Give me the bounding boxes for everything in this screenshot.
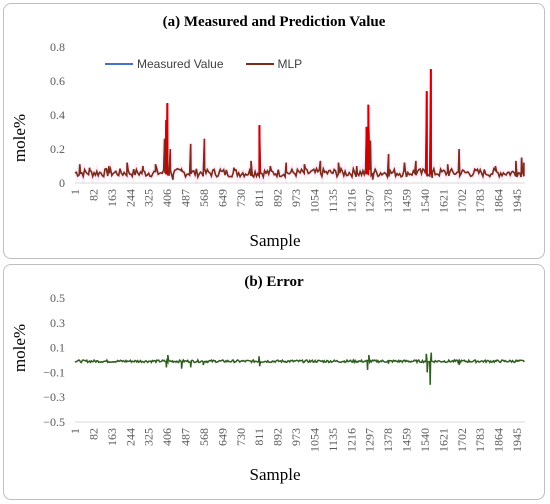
chart-b-xtick: 811 xyxy=(252,428,266,446)
chart-b-xtick: 1945 xyxy=(510,428,524,452)
chart-a-xtick: 1135 xyxy=(326,189,340,213)
legend-swatch-measured xyxy=(105,63,133,65)
chart-a-ytick: 0.2 xyxy=(50,142,65,156)
chart-b-xtick: 1702 xyxy=(455,428,469,452)
chart-b-xtick: 325 xyxy=(142,428,156,446)
chart-a-ytick: 0.6 xyxy=(50,74,65,88)
chart-a-xtick: 892 xyxy=(271,189,285,207)
chart-a-xtick: 1945 xyxy=(510,189,524,213)
chart-b-xtick: 244 xyxy=(123,428,137,446)
chart-b-xtick: 163 xyxy=(105,428,119,446)
chart-b-xtick: 568 xyxy=(197,428,211,446)
chart-b-xtick: 730 xyxy=(234,428,248,446)
chart-b-xtick: 82 xyxy=(86,428,100,440)
chart-a-xtick: 1783 xyxy=(473,189,487,213)
chart-b-xtick: 1540 xyxy=(418,428,432,452)
chart-a-xtick: 568 xyxy=(197,189,211,207)
chart-a-xlabel: Sample xyxy=(249,231,301,250)
chart-b-xtick: 973 xyxy=(289,428,303,446)
chart-b-ytick: 0.1 xyxy=(50,341,65,355)
chart-b-xtick: 406 xyxy=(160,428,174,446)
chart-a-xtick: 1540 xyxy=(418,189,432,213)
chart-b-xtick: 1 xyxy=(68,428,82,434)
chart-b-xtick: 1054 xyxy=(307,428,321,452)
chart-b-ytick: 0.5 xyxy=(50,291,65,305)
chart-b-xtick: 649 xyxy=(215,428,229,446)
chart-a-xtick: 649 xyxy=(215,189,229,207)
chart-b-xtick: 1864 xyxy=(492,428,506,452)
chart-b-xtick: 1216 xyxy=(344,428,358,452)
chart-b-ytick: −0.1 xyxy=(43,365,65,379)
legend-swatch-mlp xyxy=(245,63,274,65)
chart-a-xtick: 163 xyxy=(105,189,119,207)
chart-a-ytick: 0 xyxy=(59,176,65,190)
chart-a-xtick: 244 xyxy=(123,189,137,207)
chart-b-xtick: 1783 xyxy=(473,428,487,452)
chart-b-series-error xyxy=(74,352,525,385)
legend-item-measured: Measured Value xyxy=(105,57,224,71)
chart-a-xtick: 325 xyxy=(142,189,156,207)
chart-a-series-mlp xyxy=(74,69,525,180)
chart-b-xtick: 1459 xyxy=(400,428,414,452)
chart-a-xtick: 82 xyxy=(86,189,100,201)
chart-a-xtick: 1297 xyxy=(363,189,377,213)
legend-item-mlp: MLP xyxy=(245,57,303,71)
chart-b-ytick: −0.3 xyxy=(43,390,65,404)
chart-a-ytick: 0.8 xyxy=(50,40,65,54)
chart-a-xtick: 811 xyxy=(252,189,266,207)
chart-a-xtick: 1864 xyxy=(492,189,506,213)
chart-a-xtick: 1702 xyxy=(455,189,469,213)
chart-a-xtick: 1054 xyxy=(307,189,321,213)
chart-b-xtick: 487 xyxy=(179,428,193,446)
legend-label-mlp: MLP xyxy=(277,57,303,71)
chart-b-xtick: 1621 xyxy=(436,428,450,452)
chart-b-ytick: 0.3 xyxy=(50,316,65,330)
chart-a-xtick: 406 xyxy=(160,189,174,207)
chart-b-xtick: 1135 xyxy=(326,428,340,452)
chart-a-xtick: 1 xyxy=(68,189,82,195)
chart-b-xtick: 1378 xyxy=(381,428,395,452)
chart-a-xtick: 973 xyxy=(289,189,303,207)
chart-a-title: (a) Measured and Prediction Value xyxy=(162,14,386,30)
chart-a-legend: Measured Value MLP xyxy=(105,57,302,71)
legend-label-measured: Measured Value xyxy=(137,57,224,71)
chart-b-ytick: −0.5 xyxy=(43,415,65,429)
chart-b-xtick: 1297 xyxy=(363,428,377,452)
chart-a-xtick: 1621 xyxy=(436,189,450,213)
chart-b-title: (b) Error xyxy=(244,274,304,290)
chart-b-xtick: 892 xyxy=(271,428,285,446)
chart-a-xtick: 1378 xyxy=(381,189,395,213)
chart-a-xtick: 730 xyxy=(234,189,248,207)
chart-a-xtick: 1216 xyxy=(344,189,358,213)
chart-panel-error: (b) Error xyxy=(3,264,545,500)
chart-a-xtick: 1459 xyxy=(400,189,414,213)
chart-a-xtick: 487 xyxy=(179,189,193,207)
chart-a-halo xyxy=(74,69,527,187)
chart-a-ytick: 0.4 xyxy=(50,108,65,122)
chart-b-xlabel: Sample xyxy=(249,465,301,484)
chart-panel-measured: (a) Measured and Prediction Value xyxy=(3,3,545,259)
